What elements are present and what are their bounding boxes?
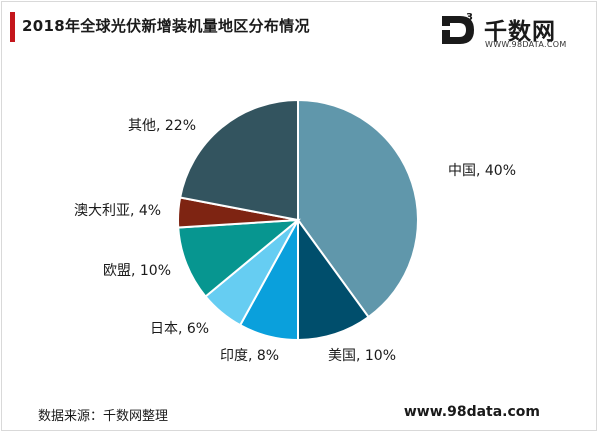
logo-name: 千数网 — [484, 19, 556, 45]
pie-slice — [177, 218, 302, 298]
slice-label: 印度, 8% — [220, 348, 279, 364]
pie-slice — [178, 98, 299, 222]
chart-title: 2018年全球光伏新增装机量地区分布情况 — [22, 17, 310, 35]
slice-label: 中国, 40% — [448, 163, 516, 179]
data-source: 数据来源：千数网整理 — [38, 409, 169, 424]
slice-label: 日本, 6% — [150, 321, 209, 337]
slice-label: 欧盟, 10% — [103, 263, 171, 279]
slice-label: 美国, 10% — [328, 348, 396, 364]
pie-slice — [297, 216, 370, 342]
logo-superscript: 3 — [466, 12, 473, 23]
brand-logo: 3 千数网 WWW.98DATA.COM — [438, 10, 588, 52]
logo-url: WWW.98DATA.COM — [485, 40, 567, 49]
title-accent-bar — [10, 12, 15, 42]
website-url: www.98data.com — [403, 404, 540, 420]
pie-slice — [297, 98, 419, 319]
slice-label: 澳大利亚, 4% — [74, 203, 161, 219]
slice-label: 其他, 22% — [128, 118, 196, 134]
d3-logo-icon: 3 — [440, 12, 474, 44]
